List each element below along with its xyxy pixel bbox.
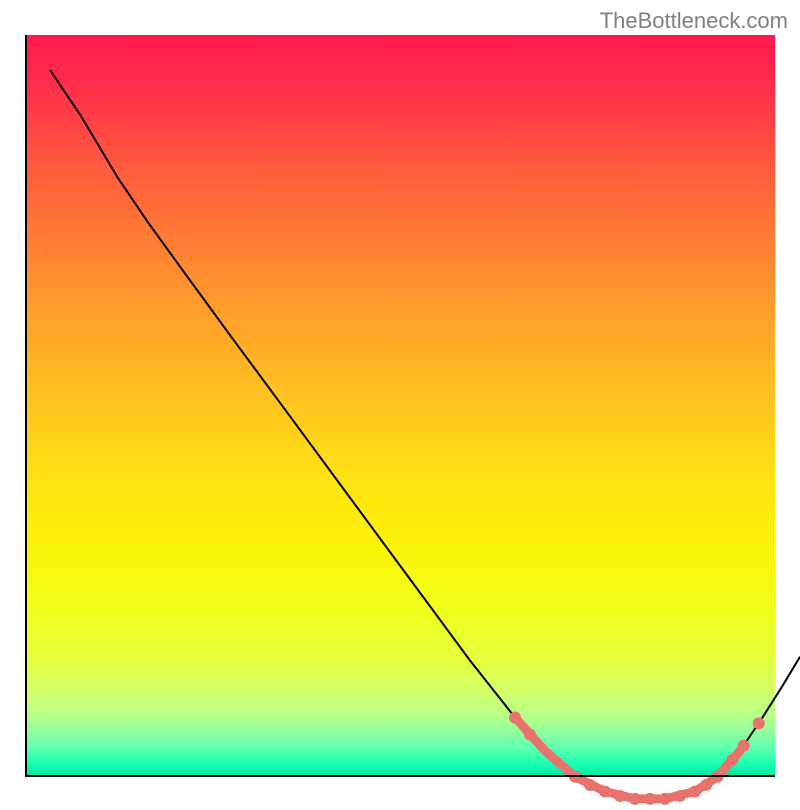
- marker-dot: [727, 754, 739, 766]
- marker-dot: [629, 793, 641, 805]
- watermark-text: TheBottleneck.com: [600, 8, 788, 34]
- marker-dot: [674, 790, 686, 802]
- marker-dot: [738, 740, 750, 752]
- chart-svg: [50, 70, 800, 810]
- chart-container: TheBottleneck.com: [0, 0, 800, 800]
- marker-dot: [599, 786, 611, 798]
- marker-dot: [753, 717, 765, 729]
- y-axis: [25, 35, 27, 775]
- plot-area: [25, 35, 775, 775]
- marker-dot: [659, 793, 671, 805]
- marker-dot: [644, 793, 656, 805]
- marker-dot: [524, 729, 536, 741]
- marker-dot: [509, 712, 521, 724]
- marker-dot: [689, 786, 701, 798]
- marker-dot: [614, 790, 626, 802]
- curve-line: [50, 70, 800, 799]
- x-axis: [25, 775, 775, 777]
- marker-dot: [584, 779, 596, 791]
- marker-dot: [700, 779, 712, 791]
